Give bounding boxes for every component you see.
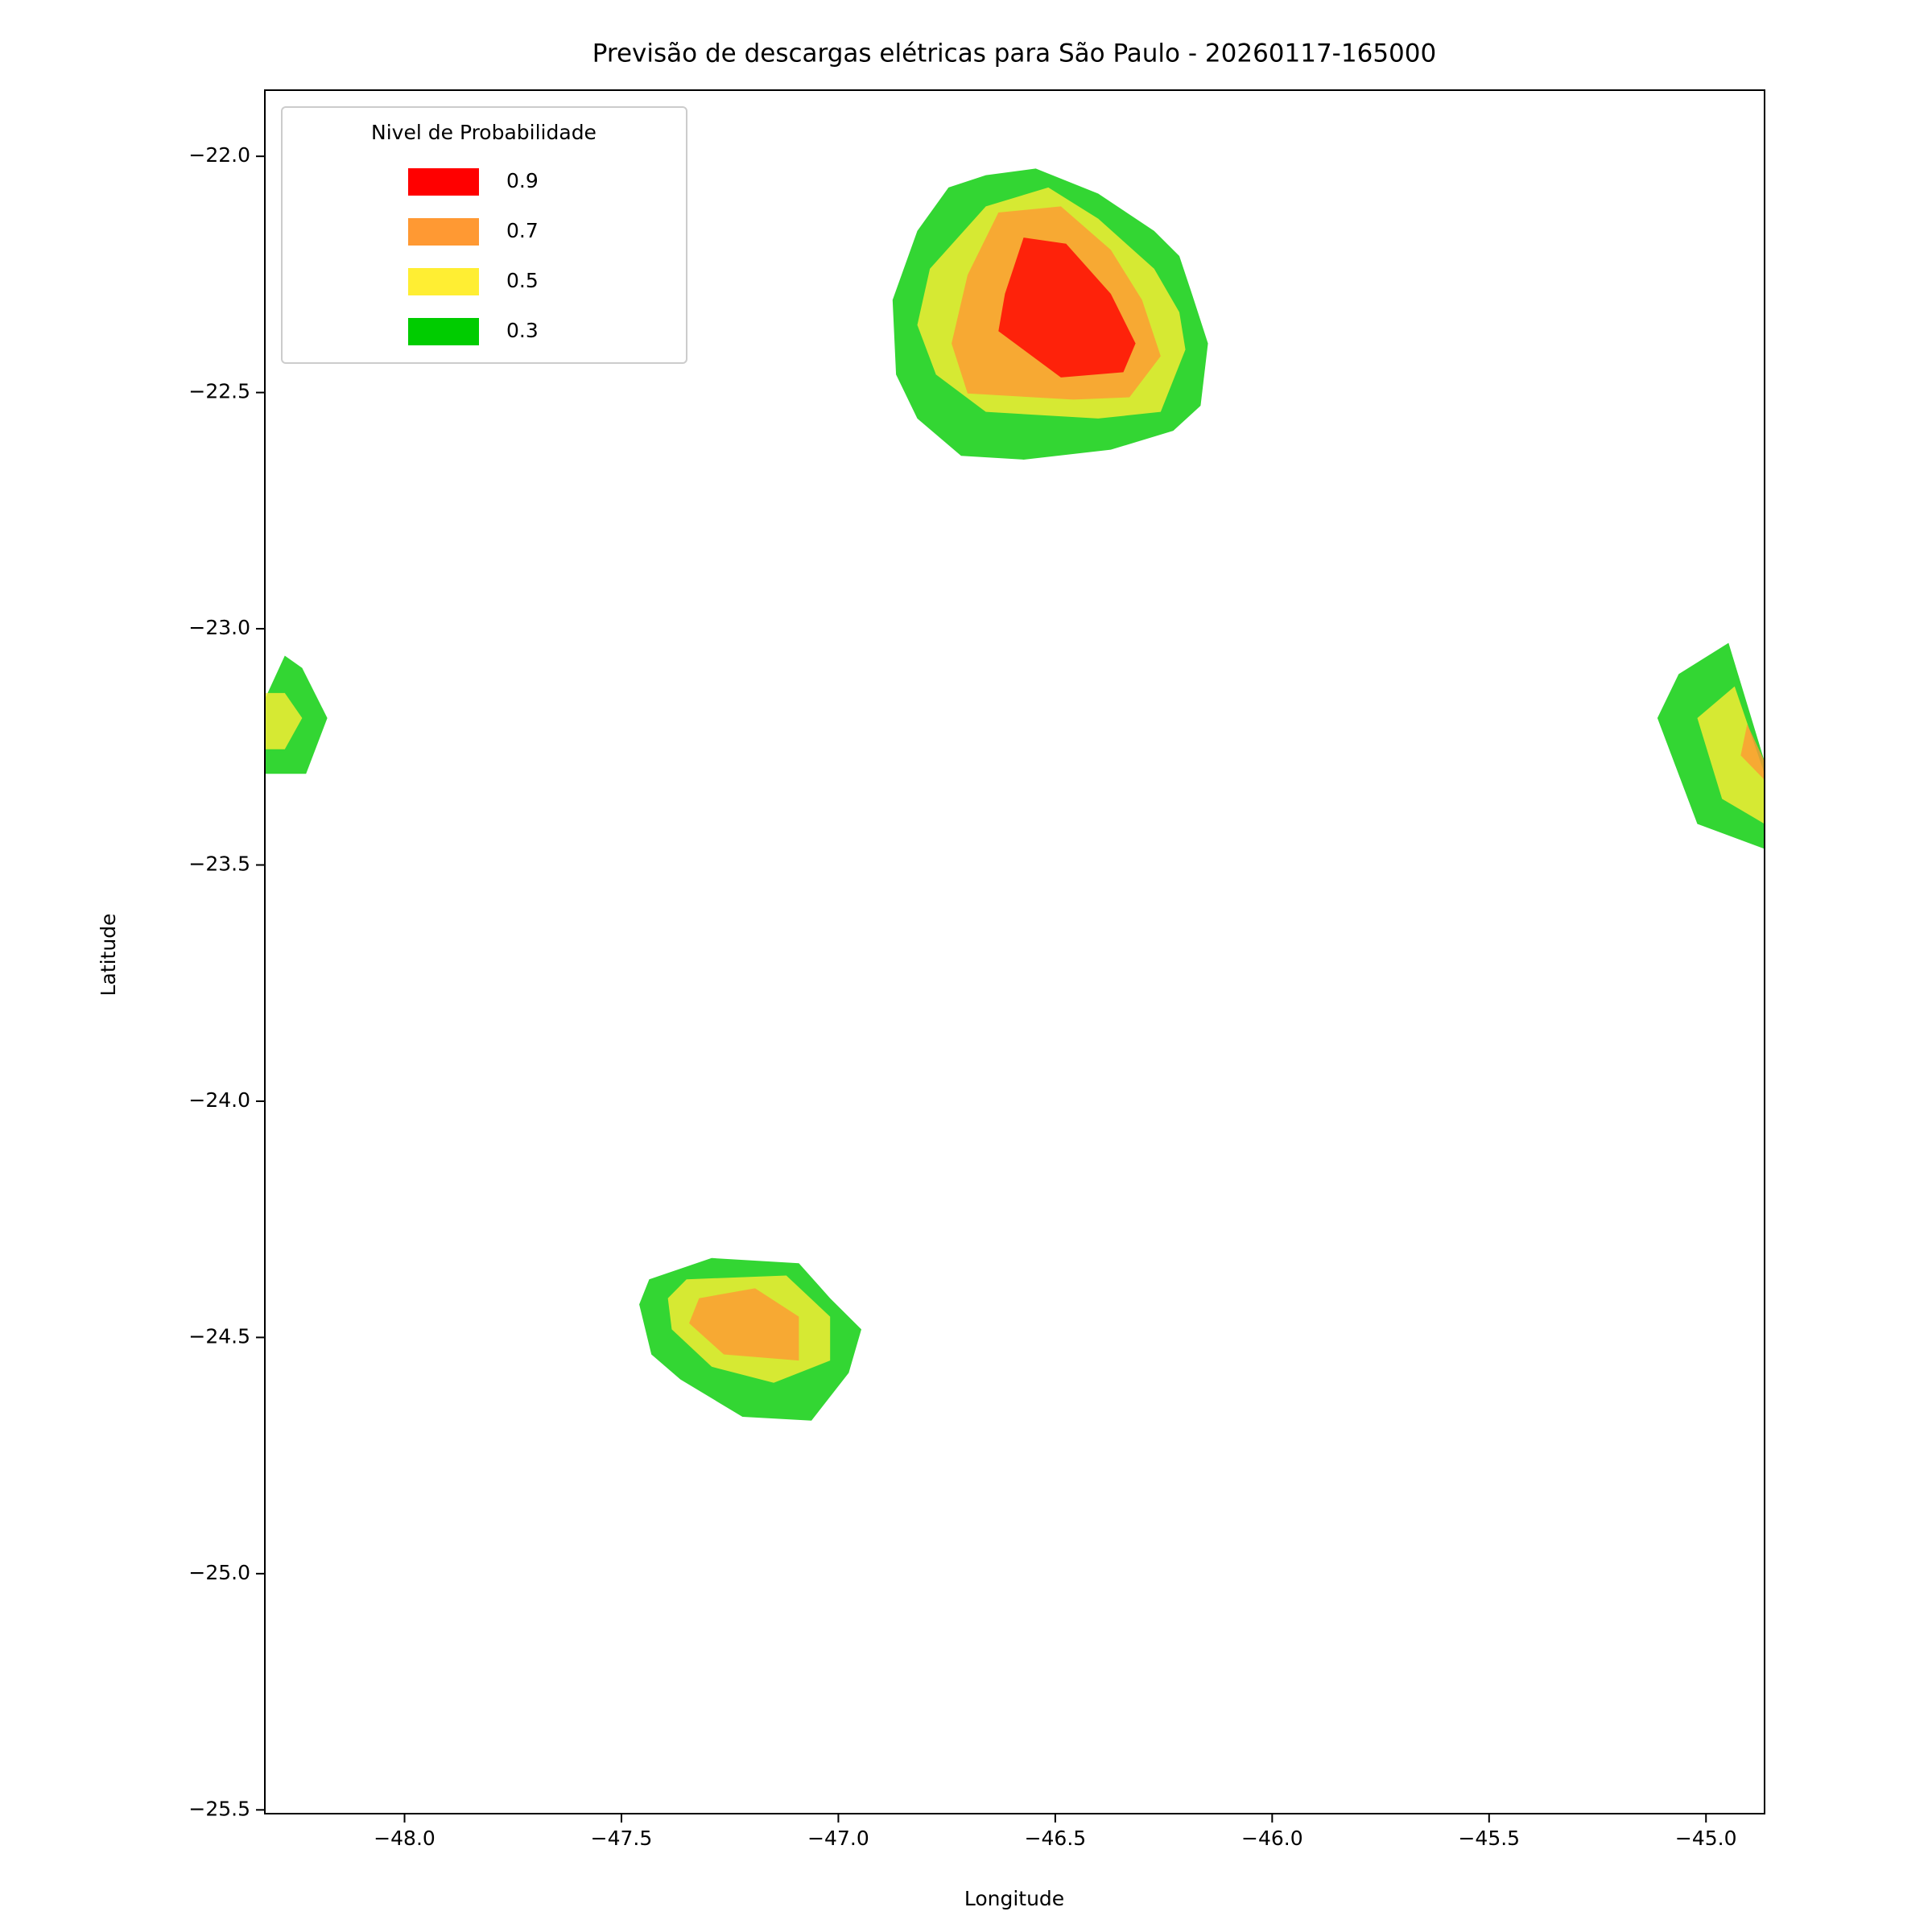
contour-region — [265, 692, 303, 749]
y-tick-label: −23.5 — [188, 852, 250, 876]
legend-swatch — [408, 168, 479, 196]
x-tick-label: −47.0 — [807, 1827, 869, 1850]
x-tick-label: −45.5 — [1458, 1827, 1520, 1850]
y-tick-label: −23.0 — [188, 616, 250, 639]
legend-frame — [281, 106, 687, 364]
x-tick-label: −46.5 — [1025, 1827, 1087, 1850]
legend-label: 0.9 — [506, 169, 539, 192]
x-tick-label: −45.0 — [1675, 1827, 1737, 1850]
y-tick-label: −24.0 — [188, 1088, 250, 1112]
y-axis-label: Latitude — [97, 914, 120, 997]
legend-label: 0.7 — [506, 219, 539, 242]
legend-swatch — [408, 268, 479, 295]
x-tick-label: −48.0 — [374, 1827, 436, 1850]
x-tick-label: −46.0 — [1241, 1827, 1303, 1850]
legend-swatch — [408, 218, 479, 246]
y-tick-label: −25.0 — [188, 1561, 250, 1584]
chart-title: Previsão de descargas elétricas para São… — [592, 39, 1436, 68]
legend-label: 0.5 — [506, 269, 539, 292]
contour-region — [998, 237, 1136, 378]
y-tick-label: −22.5 — [188, 380, 250, 403]
plot-area — [265, 168, 1765, 1421]
legend-title: Nivel de Probabilidade — [371, 121, 597, 144]
legend-label: 0.3 — [506, 319, 539, 342]
y-tick-label: −24.5 — [188, 1324, 250, 1348]
contour-region — [1740, 724, 1765, 780]
x-axis-label: Longitude — [964, 1887, 1064, 1910]
y-tick-label: −25.5 — [188, 1797, 250, 1820]
legend-swatch — [408, 318, 479, 345]
contour-region — [689, 1288, 799, 1361]
y-tick-label: −22.0 — [188, 143, 250, 167]
axes-frame — [264, 89, 1765, 1814]
x-tick-label: −47.5 — [591, 1827, 653, 1850]
contour-region — [1697, 686, 1765, 824]
legend: Nivel de Probabilidade 0.9 0.7 0.5 0.3 — [281, 106, 687, 364]
